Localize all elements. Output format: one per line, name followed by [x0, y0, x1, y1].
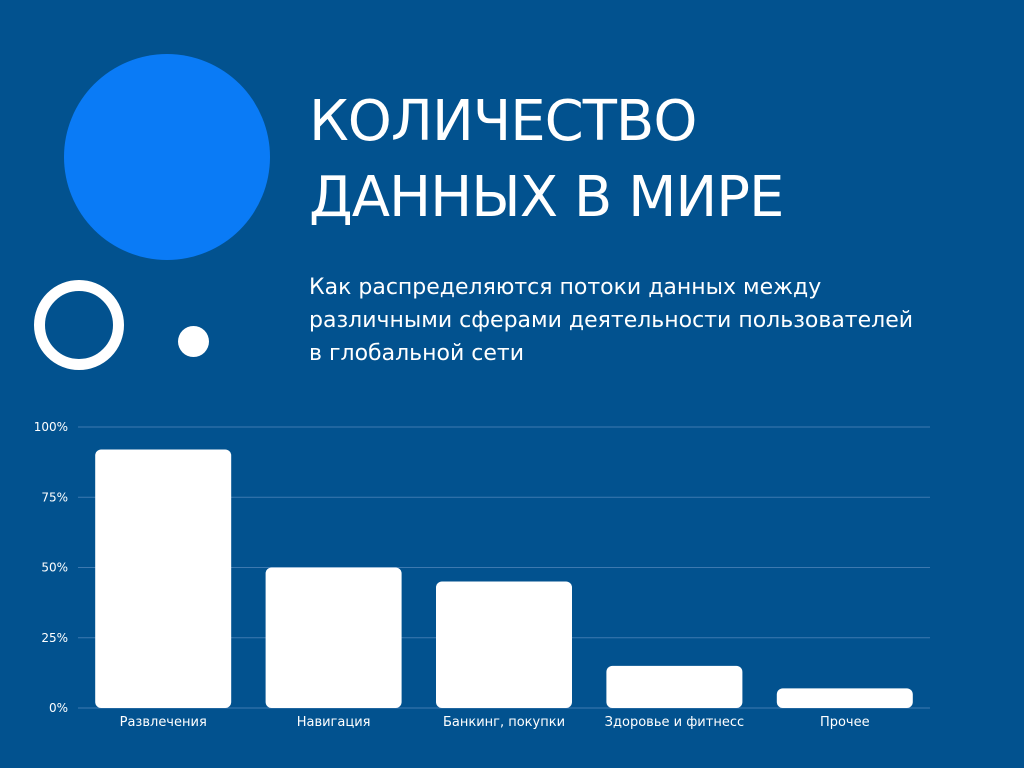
y-tick-label: 25% [41, 631, 68, 645]
bar [265, 567, 402, 708]
bar [606, 665, 743, 708]
y-tick-label: 75% [41, 490, 68, 504]
dot-decoration [178, 326, 209, 357]
y-tick-label: 100% [34, 420, 68, 434]
bar [95, 449, 232, 708]
page-subtitle: Как распределяются потоки данных между р… [309, 271, 989, 370]
y-tick-label: 0% [49, 701, 68, 715]
ring-decoration [34, 280, 124, 370]
x-tick-label: Банкинг, покупки [443, 715, 565, 730]
subtitle-line-2: различными сферами деятельности пользова… [309, 308, 914, 333]
subtitle-line-3: в глобальной сети [309, 341, 524, 366]
subtitle-line-1: Как распределяются потоки данных между [309, 275, 822, 300]
bar [436, 581, 572, 708]
x-tick-label: Развлечения [120, 715, 207, 730]
page-title: КОЛИЧЕСТВО ДАННЫХ В МИРЕ [309, 84, 989, 236]
accent-circle-decoration [64, 54, 270, 260]
title-line-1: КОЛИЧЕСТВО [309, 89, 697, 154]
bar-chart: 0% 25% 50% 75% 100% Развлечения Навигация Банки… [34, 420, 930, 730]
x-tick-label: Навигация [297, 715, 371, 730]
x-tick-label: Прочее [820, 715, 870, 730]
bar [776, 688, 913, 708]
y-tick-label: 50% [41, 561, 68, 575]
title-line-2: ДАННЫХ В МИРЕ [309, 165, 784, 230]
x-tick-label: Здоровье и фитнесс [605, 715, 744, 730]
